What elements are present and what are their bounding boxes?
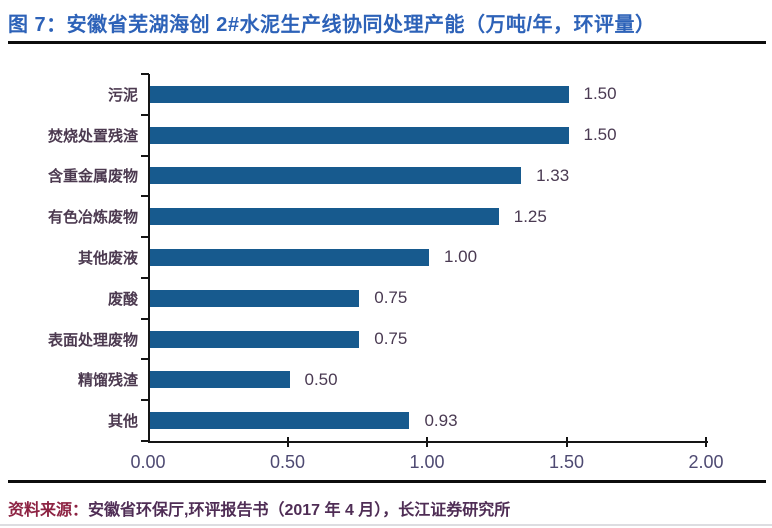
value-label: 0.75 <box>374 329 408 349</box>
x-axis-tick <box>286 437 289 447</box>
category-label: 废酸 <box>107 290 138 308</box>
y-axis-tick <box>141 440 149 442</box>
y-axis-tick <box>141 73 149 75</box>
figure-bottom-divider <box>8 480 766 483</box>
value-label: 0.50 <box>304 369 338 389</box>
y-axis-tick <box>141 113 149 116</box>
category-label: 精馏残渣 <box>77 372 138 390</box>
category-label: 其他 <box>107 413 138 431</box>
category-label: 含重金属废物 <box>47 168 138 186</box>
value-label: 1.33 <box>536 165 570 185</box>
title-divider <box>8 41 766 44</box>
bar <box>150 249 429 266</box>
cropped-edge-artifact <box>0 524 772 526</box>
value-label: 1.50 <box>583 84 617 104</box>
category-label: 有色冶炼废物 <box>47 209 138 227</box>
y-axis <box>148 74 150 443</box>
category-label: 焚烧处置残渣 <box>47 127 138 145</box>
y-axis-tick <box>141 276 149 279</box>
source-label: 资料来源： <box>8 502 89 519</box>
bar <box>150 289 360 307</box>
x-axis <box>148 441 708 443</box>
x-axis-tick <box>426 437 428 447</box>
x-axis-tick <box>705 437 707 447</box>
x-tick-label: 0.00 <box>130 452 166 472</box>
category-label: 表面处理废物 <box>47 331 138 349</box>
x-tick-label: 1.50 <box>548 452 585 472</box>
bar <box>150 126 569 144</box>
x-axis-tick <box>565 437 568 447</box>
figure-title: 图 7：安徽省芜湖海创 2#水泥生产线协同处理产能（万吨/年，环评量） <box>8 14 656 36</box>
bar <box>150 167 522 185</box>
category-label: 其他废液 <box>77 249 138 267</box>
y-axis-tick <box>141 317 149 320</box>
source-text: 安徽省环保厅,环评报告书（2017 年 4 月），长江证券研究所 <box>88 502 511 519</box>
bar <box>150 412 410 430</box>
y-axis-tick <box>141 154 149 157</box>
y-axis-tick <box>141 399 149 402</box>
bar <box>150 330 360 348</box>
value-label: 1.50 <box>583 125 617 145</box>
value-label: 0.93 <box>424 410 458 430</box>
value-label: 0.75 <box>374 288 408 308</box>
y-axis-tick <box>141 195 149 198</box>
bar <box>150 208 499 226</box>
y-axis-tick <box>141 236 149 239</box>
value-label: 1.25 <box>513 206 547 226</box>
y-axis-tick <box>141 358 149 361</box>
bar <box>150 85 569 103</box>
x-tick-label: 2.00 <box>688 452 724 472</box>
x-tick-label: 0.50 <box>269 452 306 472</box>
source-line: 资料来源：安徽省环保厅,环评报告书（2017 年 4 月），长江证券研究所 <box>8 496 766 520</box>
value-label: 1.00 <box>444 247 478 267</box>
x-tick-label: 1.00 <box>409 452 445 472</box>
bar <box>150 371 290 389</box>
category-label: 污泥 <box>107 86 138 104</box>
